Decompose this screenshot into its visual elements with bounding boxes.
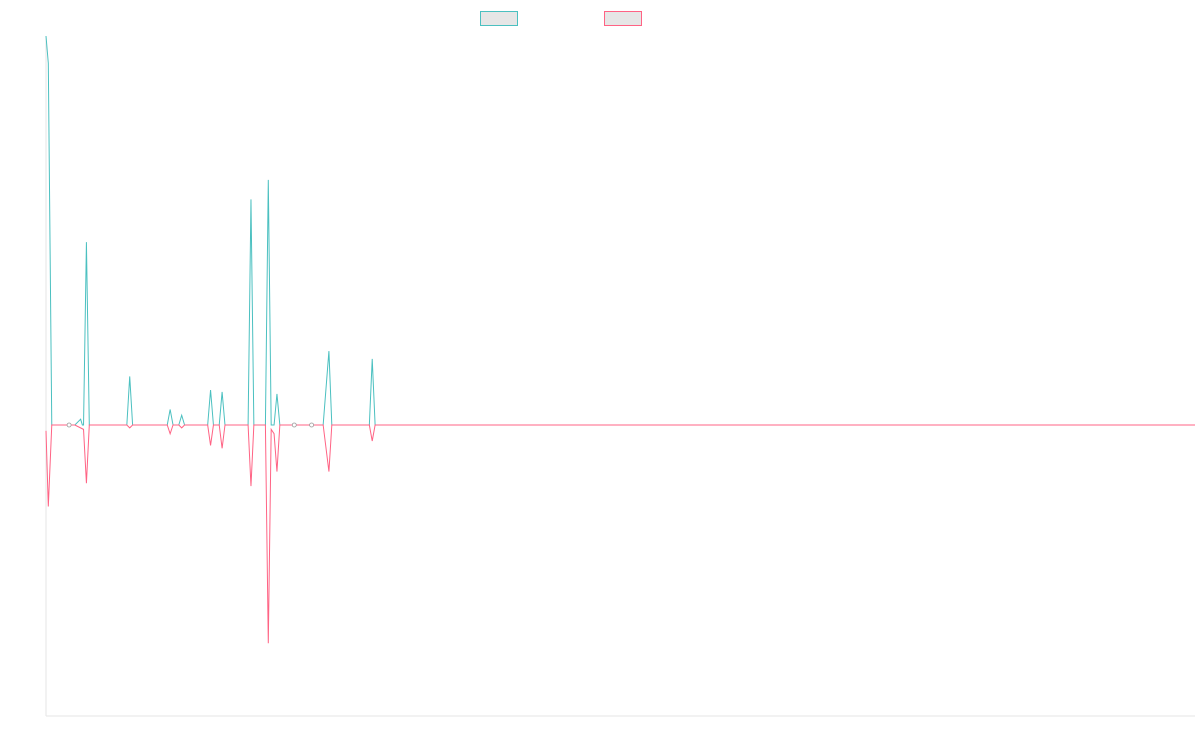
series-line-2: [45, 424, 1195, 644]
legend-swatch-series-1: [480, 10, 518, 26]
data-point-marker: [309, 422, 314, 428]
legend-item-series-1[interactable]: [480, 9, 518, 27]
chart-legend: [0, 9, 1200, 27]
legend-item-series-2[interactable]: [604, 9, 642, 27]
data-point-marker: [66, 422, 72, 428]
data-point-marker: [291, 422, 297, 428]
series-line-1: [45, 35, 1195, 426]
legend-swatch-series-2: [604, 10, 642, 26]
